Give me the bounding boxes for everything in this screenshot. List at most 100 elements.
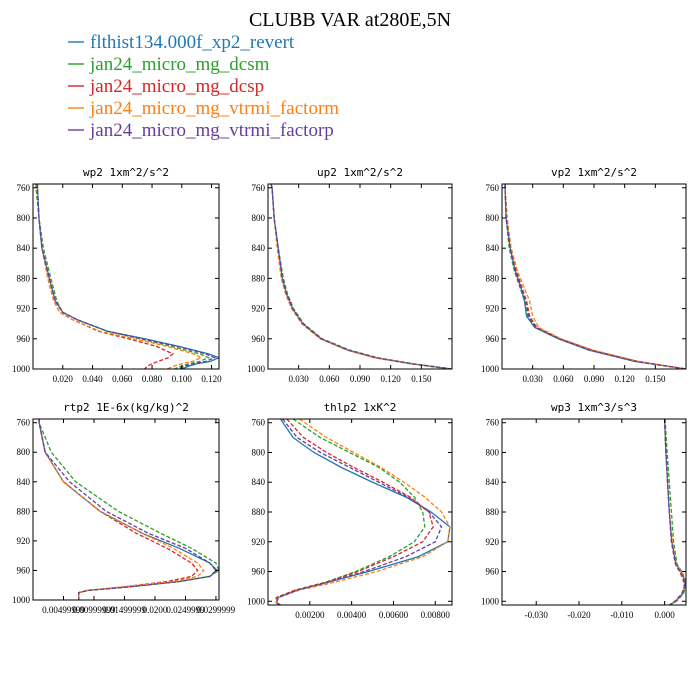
x-tick-label: 0.080 <box>142 374 163 384</box>
series-line <box>38 419 219 600</box>
panel: thlp2 1xK^2 760 800 840 880 920 960 1000 0.00200… <box>247 401 453 620</box>
y-tick-label: 880 <box>252 507 266 517</box>
y-tick-label: 840 <box>252 243 266 253</box>
y-tick-label: 840 <box>17 477 31 487</box>
series-line <box>36 184 219 369</box>
y-tick-label: 960 <box>17 565 31 575</box>
series-line <box>275 419 426 605</box>
panel: vp2 1xm^2/s^2 760 800 840 880 920 960 1000 0.030… <box>481 166 687 384</box>
series-line <box>504 184 686 369</box>
legend-label: flthist134.000f_xp2_revert <box>90 32 295 53</box>
series-line <box>504 184 686 369</box>
plot-frame <box>32 183 220 370</box>
series-line <box>270 184 452 369</box>
x-tick-label: 0.090 <box>350 374 371 384</box>
series-line <box>38 419 219 600</box>
series-line <box>38 419 205 600</box>
legend-label: jan24_micro_mg_dcsm <box>89 54 270 75</box>
series-line <box>270 184 451 369</box>
legend-label: jan24_micro_mg_dcsp <box>89 76 264 97</box>
x-tick-label: 0.0200 <box>143 605 168 615</box>
y-tick-label: 880 <box>486 507 500 517</box>
x-tick-label: 0.120 <box>615 374 636 384</box>
plot-frame <box>267 183 453 370</box>
panel: up2 1xm^2/s^2 760 800 840 880 920 960 1000 0.030… <box>247 166 453 384</box>
y-tick-label: 920 <box>252 537 266 547</box>
x-tick-label: 0.030 <box>523 374 544 384</box>
y-tick-label: 920 <box>486 304 500 314</box>
panel-title: wp2 1xm^2/s^2 <box>83 166 169 179</box>
series-line <box>38 419 199 600</box>
plot-frame <box>267 418 453 606</box>
panels: wp2 1xm^2/s^2 760 800 840 880 920 960 1000 0.020… <box>12 166 687 620</box>
panel: wp3 1xm^3/s^3 760 800 840 880 920 960 1000 -0.03… <box>481 401 687 620</box>
series-line <box>36 184 203 369</box>
y-tick-label: 960 <box>252 567 266 577</box>
panel-title: thlp2 1xK^2 <box>324 401 397 414</box>
series-line <box>275 419 434 605</box>
x-tick-label: 0.020 <box>53 374 74 384</box>
y-tick-label: 760 <box>17 418 31 428</box>
x-tick-label: 0.150 <box>645 374 666 384</box>
y-tick-label: 800 <box>252 447 266 457</box>
x-tick-label: 0.00499999 <box>42 605 85 615</box>
legend: flthist134.000f_xp2_revertjan24_micro_mg… <box>68 32 339 141</box>
series-line <box>664 419 686 605</box>
y-tick-label: 760 <box>252 183 266 193</box>
legend-label: jan24_micro_mg_vtrmi_factorp <box>89 120 334 141</box>
plot-frame <box>32 418 220 601</box>
panel: wp2 1xm^2/s^2 760 800 840 880 920 960 1000 0.020… <box>12 166 222 384</box>
y-tick-label: 840 <box>252 477 266 487</box>
plot-frame <box>501 418 687 606</box>
y-tick-label: 800 <box>486 447 500 457</box>
y-tick-label: 840 <box>486 477 500 487</box>
x-tick-label: 0.060 <box>319 374 340 384</box>
x-tick-label: 0.150 <box>411 374 432 384</box>
y-tick-label: 1000 <box>481 364 500 374</box>
panel: rtp2 1E-6x(kg/kg)^2 760 800 840 880 920 960 100… <box>12 401 236 615</box>
series-line <box>38 419 217 600</box>
y-tick-label: 800 <box>17 447 31 457</box>
series-line <box>275 419 443 605</box>
y-tick-label: 880 <box>17 273 31 283</box>
y-tick-label: 760 <box>486 183 500 193</box>
y-tick-label: 880 <box>486 273 500 283</box>
y-tick-label: 1000 <box>481 596 500 606</box>
y-tick-label: 760 <box>486 418 500 428</box>
x-tick-label: 0.060 <box>553 374 574 384</box>
y-tick-label: 920 <box>486 537 500 547</box>
x-tick-label: -0.010 <box>610 610 634 620</box>
y-tick-label: 800 <box>486 213 500 223</box>
series-line <box>270 184 451 369</box>
x-tick-label: 0.040 <box>82 374 103 384</box>
figure-title: CLUBB VAR at280E,5N <box>249 9 451 31</box>
series-line <box>270 184 452 369</box>
x-tick-label: 0.00200 <box>295 610 325 620</box>
y-tick-label: 960 <box>486 567 500 577</box>
x-tick-label: 0.120 <box>201 374 222 384</box>
y-tick-label: 920 <box>17 304 31 314</box>
series-line <box>275 419 451 605</box>
panel-title: wp3 1xm^3/s^3 <box>551 401 637 414</box>
y-tick-label: 880 <box>252 273 266 283</box>
y-tick-label: 1000 <box>12 364 31 374</box>
y-tick-label: 960 <box>486 334 500 344</box>
x-tick-label: 0.100 <box>172 374 193 384</box>
y-tick-label: 760 <box>252 418 266 428</box>
x-tick-label: 0.00999999 <box>73 605 116 615</box>
y-tick-label: 840 <box>486 243 500 253</box>
y-tick-label: 800 <box>17 213 31 223</box>
x-tick-label: -0.030 <box>525 610 549 620</box>
legend-label: jan24_micro_mg_vtrmi_factorm <box>89 98 339 119</box>
x-tick-label: 0.00400 <box>337 610 367 620</box>
x-tick-label: 0.0249999 <box>166 605 205 615</box>
series-line <box>504 184 686 369</box>
series-line <box>663 419 686 605</box>
y-tick-label: 1000 <box>247 596 266 606</box>
x-tick-label: 0.0299999 <box>197 605 236 615</box>
x-tick-label: 0.000 <box>654 610 675 620</box>
x-tick-label: 0.090 <box>584 374 605 384</box>
y-tick-label: 1000 <box>247 364 266 374</box>
x-tick-label: 0.030 <box>289 374 310 384</box>
